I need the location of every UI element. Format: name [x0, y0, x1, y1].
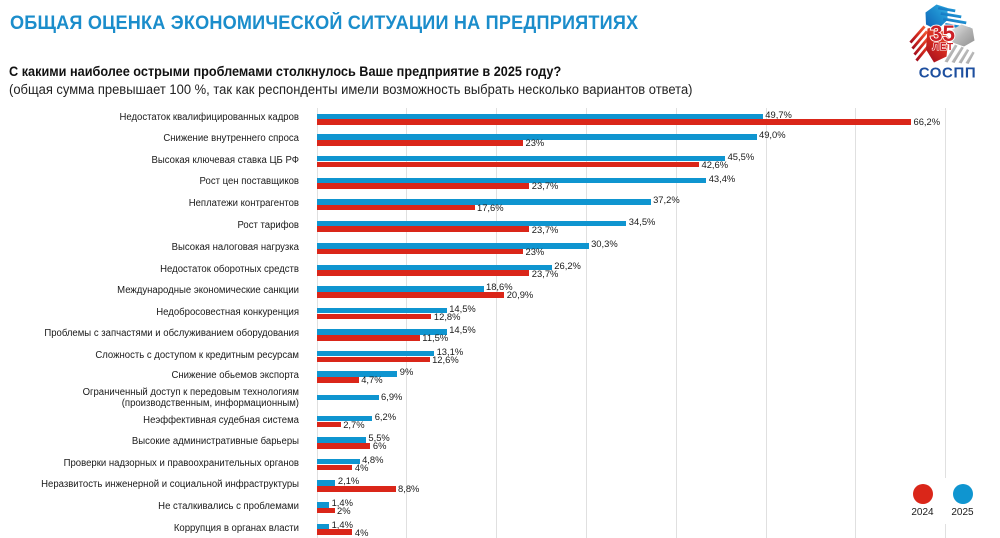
svg-text:СОСПП: СОСПП [919, 65, 977, 82]
svg-text:35: 35 [930, 21, 955, 46]
svg-text:ЛЕТ: ЛЕТ [932, 42, 953, 53]
